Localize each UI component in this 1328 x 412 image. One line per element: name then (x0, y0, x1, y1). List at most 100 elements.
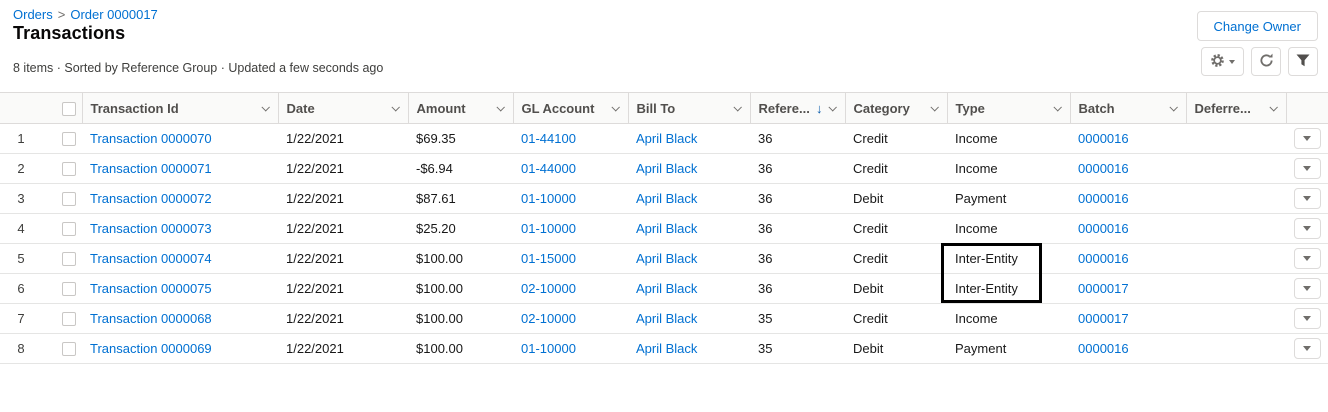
date-cell: 1/22/2021 (278, 213, 408, 244)
list-settings-button[interactable] (1201, 47, 1244, 76)
row-actions-button[interactable] (1293, 338, 1321, 359)
row-actions-button[interactable] (1293, 218, 1321, 239)
chevron-down-icon[interactable] (610, 103, 620, 112)
column-label: Batch (1078, 100, 1115, 116)
row-actions-button[interactable] (1293, 158, 1321, 179)
gl-account-link[interactable]: 01-10000 (521, 341, 576, 356)
row-checkbox[interactable] (62, 342, 76, 357)
amount-cell: $87.61 (408, 183, 513, 214)
breadcrumb-order-link[interactable]: Order 0000017 (70, 7, 158, 22)
reference-cell: 36 (750, 273, 845, 304)
chevron-down-icon[interactable] (732, 103, 742, 112)
date-cell: 1/22/2021 (278, 273, 408, 304)
bill-to-link[interactable]: April Black (636, 251, 698, 266)
column-header-type[interactable]: Type (946, 92, 1070, 124)
batch-link[interactable]: 0000017 (1078, 281, 1129, 296)
row-checkbox[interactable] (62, 192, 76, 207)
chevron-down-icon[interactable] (1168, 103, 1178, 112)
transaction-id-link[interactable]: Transaction 0000068 (90, 311, 212, 326)
bill-to-link[interactable]: April Black (636, 341, 698, 356)
chevron-down-icon[interactable] (495, 103, 505, 112)
transaction-id-link[interactable]: Transaction 0000073 (90, 221, 212, 236)
refresh-button[interactable] (1251, 47, 1281, 76)
column-header-transaction-id[interactable]: Transaction Id (81, 92, 278, 124)
transaction-id-link[interactable]: Transaction 0000069 (90, 341, 212, 356)
chevron-down-icon[interactable] (390, 103, 400, 112)
row-actions-button[interactable] (1293, 128, 1321, 149)
transaction-id-link[interactable]: Transaction 0000070 (90, 131, 212, 146)
column-header-category[interactable]: Category (844, 92, 947, 124)
batch-link[interactable]: 0000016 (1078, 131, 1129, 146)
column-header-date[interactable]: Date (277, 92, 408, 124)
bill-to-link[interactable]: April Black (636, 281, 698, 296)
bill-to-link[interactable]: April Black (636, 191, 698, 206)
batch-link[interactable]: 0000016 (1078, 191, 1129, 206)
refresh-icon (1259, 53, 1274, 71)
transaction-id-link[interactable]: Transaction 0000074 (90, 251, 212, 266)
column-label: Date (286, 100, 315, 116)
transaction-id-link[interactable]: Transaction 0000071 (90, 161, 212, 176)
column-label: Bill To (636, 100, 676, 116)
row-checkbox[interactable] (62, 282, 76, 297)
gl-account-link[interactable]: 01-44100 (521, 131, 576, 146)
row-checkbox[interactable] (62, 252, 76, 267)
bill-to-link[interactable]: April Black (636, 221, 698, 236)
date-cell: 1/22/2021 (278, 123, 408, 154)
select-all-checkbox[interactable] (61, 101, 76, 116)
column-header-gl-account[interactable]: GL Account (512, 92, 628, 124)
batch-link[interactable]: 0000016 (1078, 221, 1129, 236)
category-cell: Credit (845, 123, 947, 154)
reference-cell: 36 (750, 213, 845, 244)
row-actions-button[interactable] (1293, 248, 1321, 269)
breadcrumb-orders-link[interactable]: Orders (13, 7, 53, 22)
row-checkbox[interactable] (62, 312, 76, 327)
filter-button[interactable] (1288, 47, 1318, 76)
row-number: 2 (0, 153, 56, 184)
row-actions-button[interactable] (1293, 308, 1321, 329)
reference-cell: 36 (750, 123, 845, 154)
chevron-down-icon[interactable] (929, 103, 939, 112)
amount-cell: $100.00 (408, 333, 513, 364)
batch-link[interactable]: 0000016 (1078, 341, 1129, 356)
chevron-down-icon[interactable] (1052, 103, 1062, 112)
transaction-id-link[interactable]: Transaction 0000075 (90, 281, 212, 296)
bill-to-link[interactable]: April Black (636, 161, 698, 176)
gl-account-link[interactable]: 02-10000 (521, 311, 576, 326)
gl-account-link[interactable]: 02-10000 (521, 281, 576, 296)
type-cell: Payment (947, 333, 1070, 364)
column-label: Deferre... (1194, 100, 1251, 116)
deferred-cell (1186, 153, 1286, 184)
row-checkbox[interactable] (62, 222, 76, 237)
row-actions-button[interactable] (1293, 278, 1321, 299)
batch-link[interactable]: 0000016 (1078, 161, 1129, 176)
transaction-id-link[interactable]: Transaction 0000072 (90, 191, 212, 206)
gl-account-link[interactable]: 01-10000 (521, 221, 576, 236)
batch-link[interactable]: 0000017 (1078, 311, 1129, 326)
category-cell: Credit (845, 303, 947, 334)
column-header-amount[interactable]: Amount (407, 92, 513, 124)
change-owner-button[interactable]: Change Owner (1196, 11, 1318, 41)
table-row: 8 Transaction 0000069 1/22/2021 $100.00 … (0, 333, 1328, 364)
column-header-bill-to[interactable]: Bill To (627, 92, 750, 124)
bill-to-link[interactable]: April Black (636, 131, 698, 146)
chevron-down-icon (1229, 59, 1235, 64)
deferred-cell (1186, 333, 1286, 364)
column-header-reference[interactable]: Refere... ↓ (749, 92, 845, 124)
caret-down-icon (1303, 286, 1311, 291)
bill-to-link[interactable]: April Black (636, 311, 698, 326)
chevron-down-icon[interactable] (1268, 103, 1278, 112)
chevron-down-icon[interactable] (260, 103, 270, 112)
gl-account-link[interactable]: 01-44000 (521, 161, 576, 176)
batch-link[interactable]: 0000016 (1078, 251, 1129, 266)
category-cell: Credit (845, 243, 947, 274)
chevron-down-icon[interactable] (827, 103, 837, 112)
column-header-deferred[interactable]: Deferre... (1185, 92, 1286, 124)
column-label: Category (853, 100, 910, 116)
gl-account-link[interactable]: 01-15000 (521, 251, 576, 266)
row-checkbox[interactable] (62, 132, 76, 147)
row-checkbox[interactable] (62, 162, 76, 177)
column-header-batch[interactable]: Batch (1069, 92, 1186, 124)
row-actions-button[interactable] (1293, 188, 1321, 209)
date-cell: 1/22/2021 (278, 303, 408, 334)
gl-account-link[interactable]: 01-10000 (521, 191, 576, 206)
